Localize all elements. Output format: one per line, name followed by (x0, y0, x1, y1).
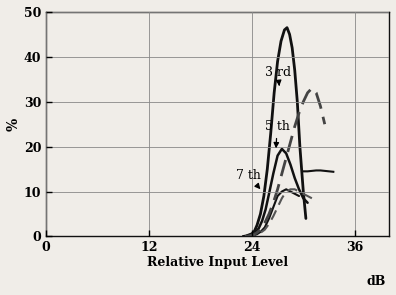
Text: 7 th: 7 th (236, 169, 261, 188)
Text: dB: dB (367, 275, 386, 288)
Y-axis label: %: % (7, 118, 21, 131)
X-axis label: Relative Input Level: Relative Input Level (147, 256, 288, 269)
Text: 5 th: 5 th (265, 120, 289, 147)
Text: 3 rd: 3 rd (265, 66, 291, 85)
